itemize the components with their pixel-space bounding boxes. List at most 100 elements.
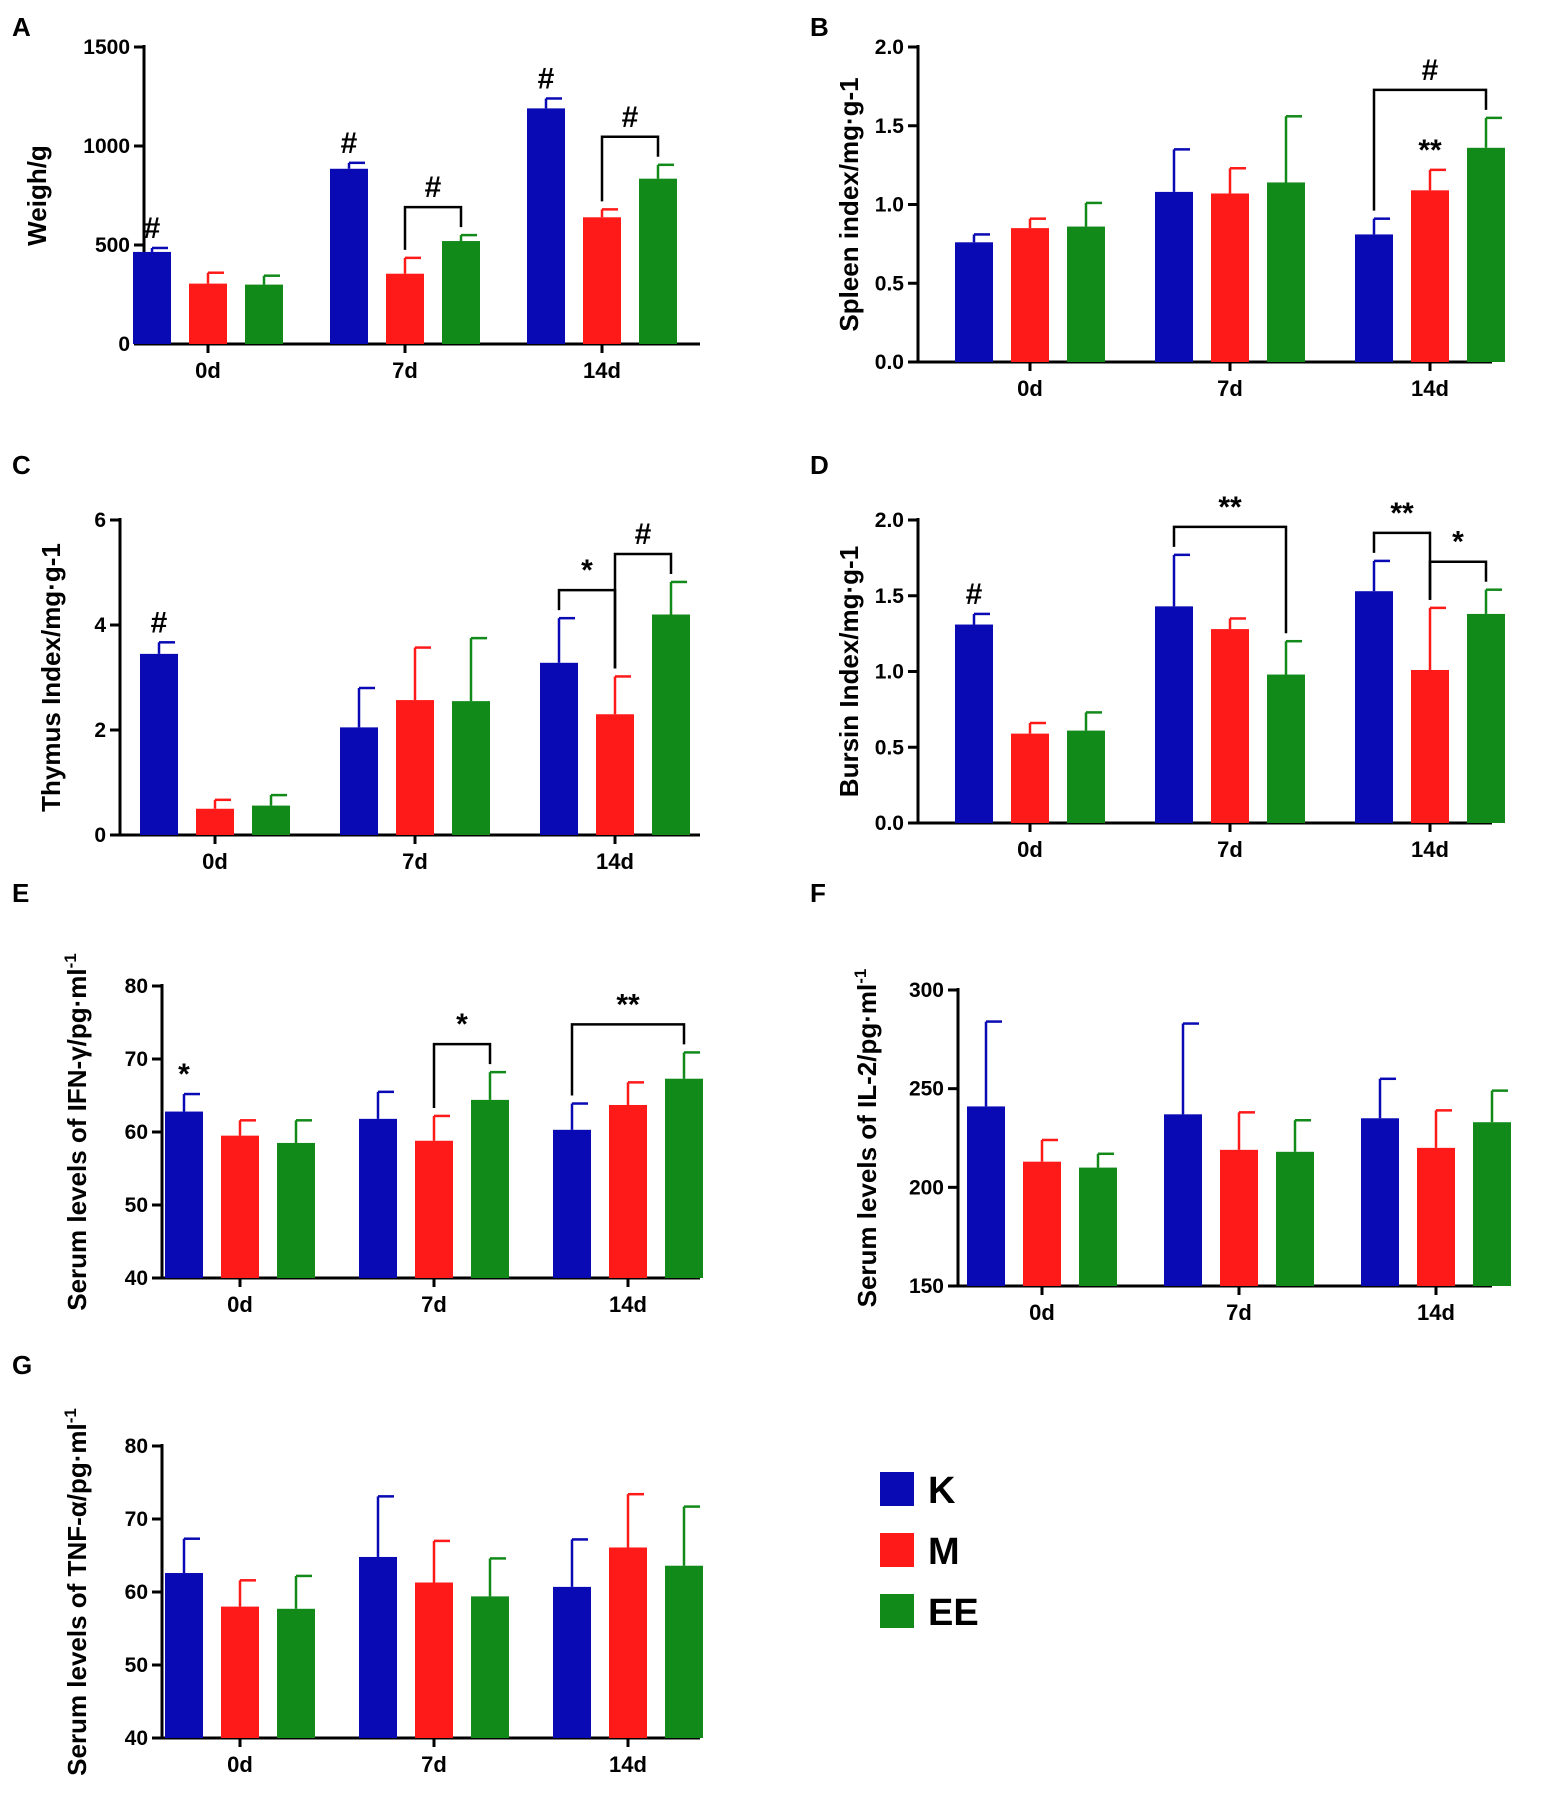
bar-K-14d [553, 1129, 591, 1278]
y-tick-label: 40 [125, 1727, 148, 1750]
significance-mark: # [966, 578, 983, 611]
x-tick-label: 14d [596, 849, 634, 874]
bar-EE-14d [652, 614, 690, 835]
bar-K-7d [340, 727, 378, 835]
bar-EE-0d [1079, 1167, 1117, 1286]
significance-bracket-label: ** [1218, 491, 1242, 524]
panel-letter: A [12, 12, 31, 42]
significance-bracket [1428, 560, 1488, 600]
bar-EE-0d [252, 805, 290, 835]
panel-B: B Spleen index/mg·g-1 0.0 0.5 1.0 1.5 2.0 0d 7d 1… [810, 12, 1505, 401]
bar-K-0d [140, 653, 178, 835]
y-tick-label: 1000 [83, 135, 130, 158]
y-tick-label: 1500 [83, 36, 130, 59]
panel-letter: G [12, 1350, 32, 1380]
bar-EE-7d [452, 701, 490, 835]
bar-EE-0d [277, 1608, 315, 1738]
y-tick-label: 60 [125, 1581, 148, 1604]
bar-M-0d [1011, 733, 1049, 823]
bar-K-7d [1155, 191, 1193, 362]
significance-mark: # [144, 212, 161, 245]
panel-letter: D [810, 450, 829, 480]
legend: KM EE [880, 1470, 979, 1634]
bar-K-0d [165, 1573, 203, 1738]
y-tick-label: 50 [125, 1654, 148, 1677]
bar-EE-14d [665, 1078, 703, 1278]
x-tick-label: 14d [609, 1292, 647, 1317]
y-axis-label-superscript: -1 [61, 953, 80, 968]
bar-EE-14d [665, 1565, 703, 1738]
panel-F: F Serum levels of IL-2/pg·ml-1 150 200 250 30… [810, 878, 1511, 1325]
significance-bracket [432, 1042, 492, 1108]
x-tick-label: 14d [1417, 1300, 1455, 1325]
bar-K-7d [359, 1556, 397, 1738]
bar-EE-7d [471, 1596, 509, 1738]
x-tick-label: 7d [1226, 1300, 1252, 1325]
bar-K-0d [133, 251, 171, 344]
y-tick-label: 6 [94, 509, 106, 532]
bar-K-0d [955, 624, 993, 823]
bar-M-7d [1220, 1149, 1258, 1286]
significance-bracket-label: # [635, 518, 652, 551]
significance-bracket-label: # [425, 171, 442, 204]
x-tick-label: 0d [202, 849, 228, 874]
y-axis-label: Thymus Index/mg·g-1 [36, 543, 66, 812]
bar-M-0d [196, 808, 234, 835]
legend-label-K: K [928, 1470, 956, 1512]
y-tick-label: 1.0 [875, 194, 904, 217]
significance-bracket [600, 135, 660, 202]
x-tick-label: 0d [1017, 376, 1043, 401]
bar-M-14d [609, 1547, 647, 1738]
significance-bracket-label: * [1452, 526, 1464, 559]
y-tick-label: 2 [94, 719, 106, 742]
y-tick-label: 1.5 [875, 115, 905, 138]
legend-label-M: M [928, 1531, 960, 1573]
y-tick-label: 1.0 [875, 661, 904, 684]
y-tick-label: 0 [94, 824, 106, 847]
bar-K-14d [540, 662, 578, 835]
y-tick-label: 300 [909, 979, 944, 1002]
x-tick-label: 14d [583, 358, 621, 383]
panel-C: C Thymus Index/mg·g-1 0 2 4 6 0d 7d 14d # * # [12, 450, 700, 874]
bar-M-14d [596, 714, 634, 835]
bar-EE-7d [1267, 674, 1305, 823]
bar-EE-0d [245, 284, 283, 344]
panel-G: G Serum levels of TNF-α/pg·ml-1 40 50 60 70 80… [12, 1350, 703, 1777]
bar-M-14d [1411, 669, 1449, 823]
bar-EE-14d [1473, 1122, 1511, 1286]
significance-bracket [613, 552, 673, 669]
y-tick-label: 0.0 [875, 812, 904, 835]
bar-M-0d [1023, 1161, 1061, 1286]
y-tick-label: 60 [125, 1121, 148, 1144]
y-axis-label-superscript: -1 [61, 1408, 80, 1423]
y-axis-label-superscript: -1 [851, 969, 870, 984]
bar-M-0d [221, 1135, 259, 1278]
bar-EE-0d [1067, 730, 1105, 823]
significance-bracket-label: ** [1390, 497, 1414, 530]
significance-bracket-label: * [581, 554, 593, 587]
significance-bracket [570, 1023, 686, 1096]
x-tick-label: 14d [609, 1752, 647, 1777]
panel-letter: E [12, 878, 29, 908]
significance-mark: ** [1418, 134, 1442, 167]
significance-bracket-label: ** [616, 988, 640, 1021]
y-tick-label: 0.5 [875, 736, 905, 759]
bar-M-0d [221, 1606, 259, 1738]
bar-EE-7d [471, 1099, 509, 1278]
significance-bracket [1172, 525, 1288, 634]
panel-letter: F [810, 878, 826, 908]
bar-M-7d [1211, 629, 1249, 823]
bar-EE-7d [1276, 1151, 1314, 1286]
bar-EE-14d [639, 178, 677, 344]
bar-EE-0d [277, 1142, 315, 1278]
bar-EE-7d [442, 241, 480, 344]
y-tick-label: 4 [94, 614, 106, 637]
x-tick-label: 0d [195, 358, 221, 383]
y-tick-label: 2.0 [875, 509, 904, 532]
y-axis-label: Spleen index/mg·g-1 [834, 77, 864, 331]
bar-K-7d [330, 168, 368, 344]
significance-bracket-label: * [456, 1008, 468, 1041]
y-tick-label: 50 [125, 1194, 148, 1217]
bar-M-14d [583, 217, 621, 344]
